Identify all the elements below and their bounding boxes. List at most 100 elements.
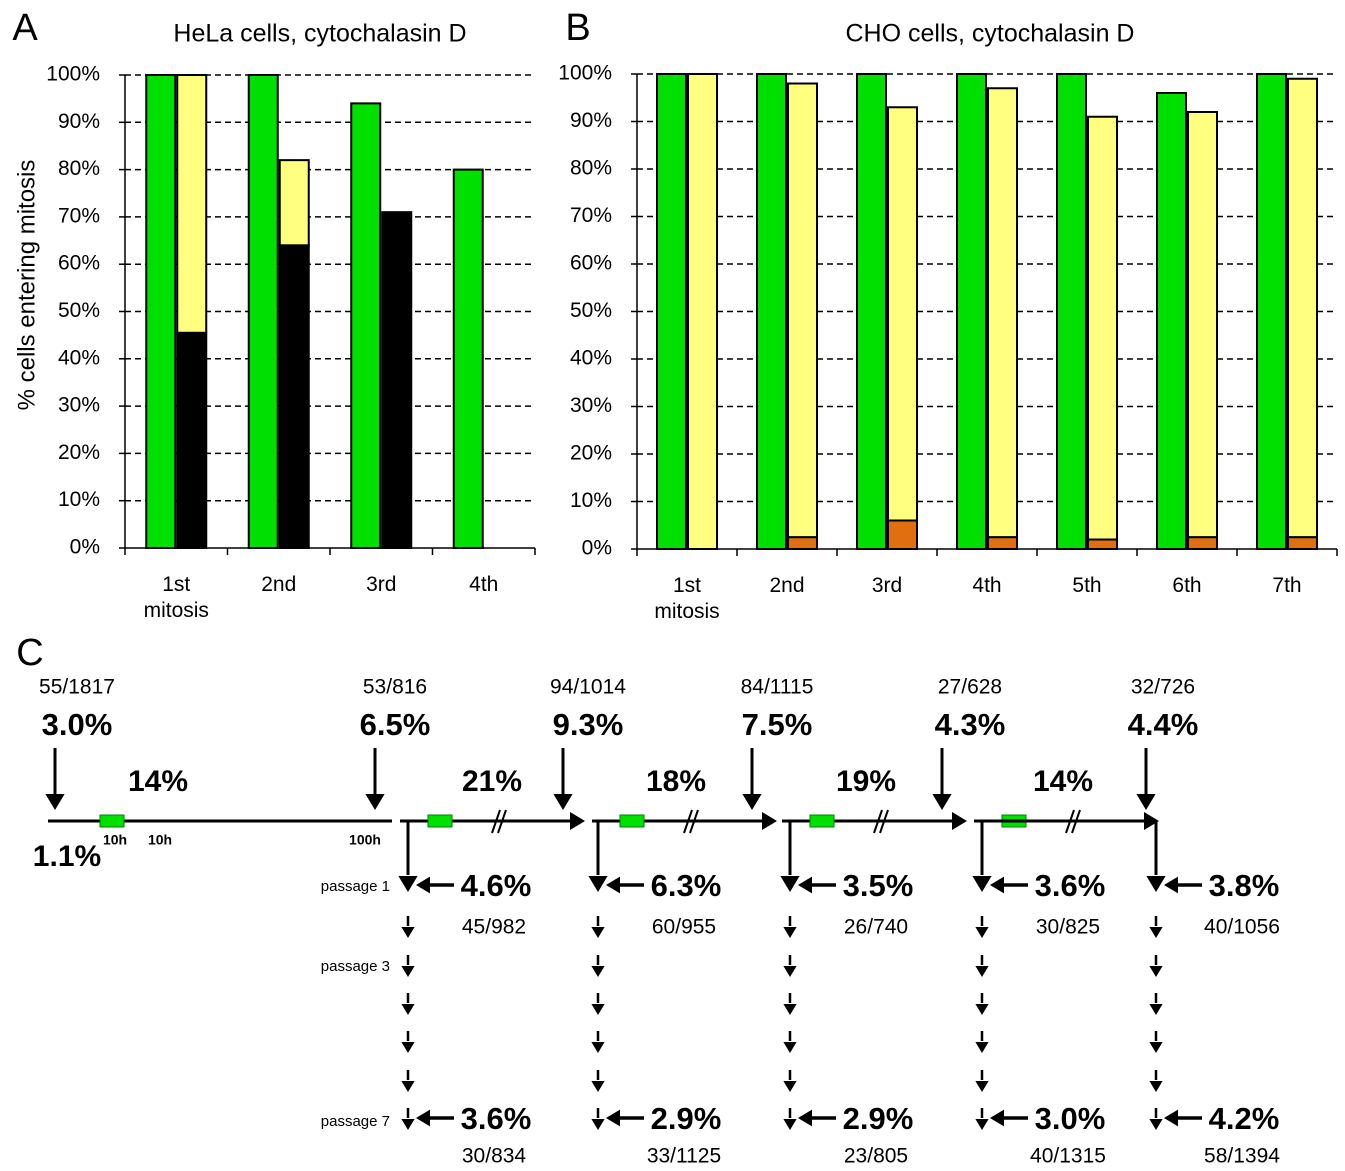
arrow-head: [783, 966, 797, 977]
fraction: 55/1817: [39, 676, 115, 699]
fraction: 84/1115: [741, 676, 814, 699]
arrow-head: [45, 794, 65, 810]
arrow-head: [401, 927, 415, 938]
arrow-head: [553, 794, 573, 810]
percent: 3.5%: [843, 868, 914, 903]
bar: [987, 87, 1018, 539]
bar: [176, 74, 208, 334]
arrow-head: [1149, 1119, 1163, 1130]
x-tick-label: 1st mitosis: [143, 573, 209, 622]
x-tick-label: 3rd: [871, 574, 903, 597]
arrow-head: [783, 1081, 797, 1092]
green-mark: [809, 814, 835, 828]
bar: [1187, 536, 1218, 550]
bar: [1256, 73, 1287, 550]
y-tick-label: 80%: [570, 157, 612, 180]
x-tick-label: 7th: [1272, 574, 1302, 597]
arrow-head: [975, 966, 989, 977]
fraction: 27/628: [938, 676, 1002, 699]
percent: 3.6%: [1035, 868, 1106, 903]
arrow-head: [1146, 876, 1166, 892]
arrow-head: [975, 1119, 989, 1130]
fraction: 40/1056: [1204, 916, 1280, 939]
bar: [176, 331, 208, 549]
percent: 3.6%: [461, 1101, 532, 1136]
y-tick-label: 60%: [570, 252, 612, 275]
time-label: 10h: [103, 832, 127, 848]
connector: [683, 809, 693, 834]
rate: 18%: [646, 765, 706, 798]
arrow-head: [780, 876, 800, 892]
bar: [687, 73, 718, 550]
chart-title: CHO cells, cytochalasin D: [846, 20, 1135, 48]
arrow-head: [606, 1109, 620, 1127]
bar: [756, 73, 787, 550]
bar: [350, 102, 382, 549]
y-tick-label: 10%: [58, 488, 100, 511]
green-mark: [619, 814, 645, 828]
arrow-head: [416, 1109, 430, 1127]
arrow-head: [975, 927, 989, 938]
passage-label: passage 3: [321, 958, 390, 975]
panel-label: B: [565, 7, 590, 49]
arrow-head: [1149, 1004, 1163, 1015]
rate: 21%: [462, 765, 522, 798]
y-tick-label: 70%: [58, 204, 100, 227]
arrow-head: [783, 1042, 797, 1053]
bar: [787, 536, 818, 550]
arrow-head: [1136, 794, 1156, 810]
arrow-head: [975, 1004, 989, 1015]
bar: [1087, 115, 1118, 541]
arrow-head: [932, 794, 952, 810]
percent: 4.3%: [935, 707, 1006, 742]
x-tick-label: 5th: [1072, 574, 1102, 597]
y-tick-label: 90%: [58, 110, 100, 133]
percent: 3.0%: [1035, 1101, 1106, 1136]
bar: [887, 106, 918, 522]
arrow-head: [365, 794, 385, 810]
connector: [879, 809, 889, 834]
bar: [1287, 536, 1318, 550]
time-label: 100h: [349, 832, 381, 848]
y-tick-label: 20%: [570, 442, 612, 465]
arrow-head: [401, 1119, 415, 1130]
y-tick-label: 20%: [58, 441, 100, 464]
y-tick-label: 60%: [58, 252, 100, 275]
connector: [873, 809, 883, 834]
arrow-head: [783, 1119, 797, 1130]
arrow-head: [798, 876, 812, 894]
y-tick-label: 40%: [58, 346, 100, 369]
y-tick-label: 70%: [570, 204, 612, 227]
arrow-head: [783, 1004, 797, 1015]
percent: 4.6%: [461, 868, 532, 903]
arrow-head: [1149, 1081, 1163, 1092]
y-tick-label: 30%: [570, 394, 612, 417]
x-tick-label: 3rd: [366, 573, 397, 596]
bar: [1087, 538, 1118, 550]
arrow-head: [952, 812, 967, 830]
arrow-head: [591, 1081, 605, 1092]
panel-label: C: [16, 632, 43, 674]
rate: 14%: [128, 765, 188, 798]
y-tick-label: 0%: [582, 537, 612, 560]
arrow-head: [591, 966, 605, 977]
arrow-head: [401, 1004, 415, 1015]
y-axis-label: % cells entering mitosis: [13, 160, 40, 411]
arrow-head: [591, 927, 605, 938]
arrow-head: [1149, 1042, 1163, 1053]
y-tick-label: 90%: [570, 109, 612, 132]
connector: [491, 809, 501, 834]
percent: 4.4%: [1128, 707, 1199, 742]
x-tick-label: 4th: [972, 574, 1002, 597]
bar: [247, 74, 279, 549]
arrow-head: [972, 876, 992, 892]
fraction: 45/982: [462, 916, 526, 939]
arrow-head: [975, 1081, 989, 1092]
percent: 2.9%: [843, 1101, 914, 1136]
panel-label: A: [12, 7, 38, 49]
bar: [856, 73, 887, 550]
y-tick-label: 100%: [558, 62, 612, 85]
percent: 4.2%: [1209, 1101, 1280, 1136]
green-mark: [427, 814, 453, 828]
